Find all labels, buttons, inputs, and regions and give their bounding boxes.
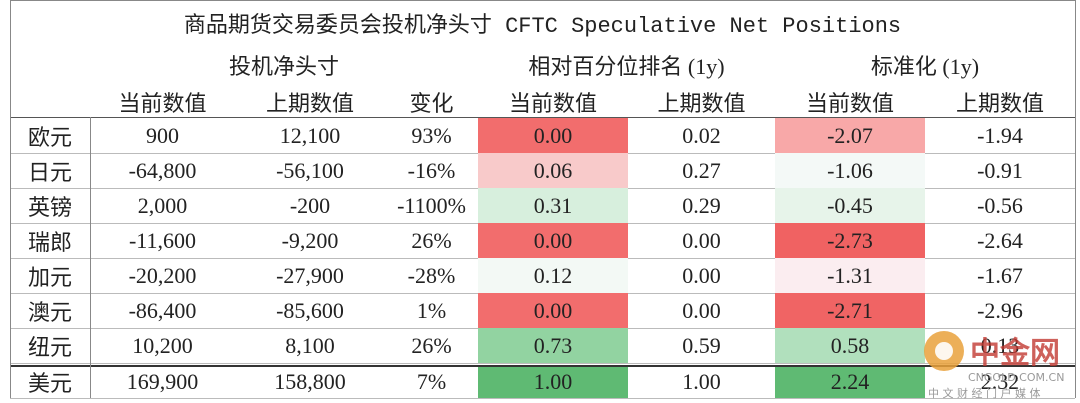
label-border bbox=[90, 117, 91, 398]
table-cell: 0.12 bbox=[478, 258, 628, 293]
table-cell: -2.71 bbox=[775, 293, 925, 328]
table-cell: 0.59 bbox=[682, 332, 721, 358]
total-rule bbox=[10, 365, 1075, 367]
table-cell: -1100% bbox=[397, 192, 466, 218]
table-cell: 0.00 bbox=[478, 118, 628, 153]
table-cell: 0.13 bbox=[980, 332, 1020, 358]
slogan: 中 文 财 经 门 户 媒 体 bbox=[928, 386, 1040, 400]
table-cell: 0.31 bbox=[478, 188, 628, 223]
table-cell: -86,400 bbox=[128, 297, 197, 323]
row-label: 加元 bbox=[27, 264, 72, 290]
table-cell: -20,200 bbox=[128, 262, 197, 288]
row-label: 瑞郎 bbox=[27, 229, 72, 255]
table-cell: -1.67 bbox=[977, 262, 1023, 288]
table-cell: 0.27 bbox=[682, 157, 721, 183]
table-cell: 0.29 bbox=[682, 192, 721, 218]
column-header: 上期数值 bbox=[657, 90, 746, 116]
row-label: 英镑 bbox=[27, 194, 72, 220]
brand: 中金网 bbox=[970, 336, 1060, 371]
table-cell: 0.00 bbox=[682, 227, 721, 253]
table-cell: 0.02 bbox=[682, 122, 721, 148]
column-header: 上期数值 bbox=[265, 90, 354, 116]
table-cell: 0.06 bbox=[478, 153, 628, 188]
row-label: 美元 bbox=[27, 371, 72, 396]
row-divider bbox=[10, 363, 1075, 364]
table-cell: 2,000 bbox=[137, 192, 188, 218]
table-cell: -0.45 bbox=[775, 188, 925, 223]
top-rule bbox=[10, 0, 1075, 1]
table-cell: -1.94 bbox=[977, 122, 1023, 148]
table-cell: 10,200 bbox=[132, 332, 193, 358]
table-cell: 1.00 bbox=[478, 366, 628, 398]
table-cell: 7% bbox=[416, 369, 447, 394]
table-cell: 0.58 bbox=[775, 328, 925, 363]
table-cell: 158,800 bbox=[274, 369, 346, 394]
table-cell: -9,200 bbox=[281, 227, 339, 253]
table-cell: -1.06 bbox=[775, 153, 925, 188]
row-divider bbox=[10, 398, 1075, 399]
table-cell: 0.73 bbox=[478, 328, 628, 363]
table-cell: 0.00 bbox=[478, 223, 628, 258]
row-label: 日元 bbox=[27, 159, 72, 185]
row-label: 欧元 bbox=[27, 124, 72, 150]
table-cell: 0.00 bbox=[682, 262, 721, 288]
table-cell: -64,800 bbox=[128, 157, 197, 183]
column-header: 当前数值 bbox=[805, 90, 894, 116]
domain: CNGOLD.COM.CN bbox=[968, 371, 1064, 384]
table-cell: 0.00 bbox=[478, 293, 628, 328]
column-header: 当前数值 bbox=[508, 90, 597, 116]
table-cell: -0.91 bbox=[977, 157, 1023, 183]
table-cell: 26% bbox=[411, 332, 452, 358]
table-cell: 26% bbox=[411, 227, 452, 253]
header-group: 相对百分位排名 (1y) bbox=[528, 54, 725, 79]
table-cell: 900 bbox=[146, 122, 179, 148]
table-cell: -200 bbox=[289, 192, 331, 218]
header-group: 投机净头寸 bbox=[228, 54, 339, 79]
table-cell: -27,900 bbox=[276, 262, 344, 288]
table-title: 商品期货交易委员会投机净头寸 CFTC Speculative Net Posi… bbox=[183, 13, 902, 39]
watermark-logo: 中金网 CNGOLD.COM.CN 中 文 财 经 门 户 媒 体 bbox=[924, 331, 1064, 400]
column-header: 上期数值 bbox=[955, 90, 1044, 116]
table-cell: -2.07 bbox=[775, 118, 925, 153]
table-cell: 1% bbox=[416, 297, 447, 323]
table-cell: -11,600 bbox=[128, 227, 196, 253]
right-border bbox=[1075, 0, 1076, 398]
row-label: 纽元 bbox=[27, 334, 72, 360]
table-cell: 2.24 bbox=[775, 366, 925, 398]
table-cell: 8,100 bbox=[285, 332, 335, 358]
header-group: 标准化 (1y) bbox=[870, 54, 980, 79]
left-border bbox=[10, 0, 11, 398]
table-cell: -1.31 bbox=[775, 258, 925, 293]
table-cell: -2.64 bbox=[977, 227, 1023, 253]
table-cell: 1.00 bbox=[682, 369, 721, 394]
table-cell: -2.96 bbox=[977, 297, 1023, 323]
column-header: 变化 bbox=[409, 90, 454, 116]
table-cell: 169,900 bbox=[126, 369, 199, 394]
table-cell: 2.32 bbox=[980, 369, 1020, 394]
table-cell: -28% bbox=[407, 262, 456, 288]
table-cell: 12,100 bbox=[279, 122, 341, 148]
table-cell: -16% bbox=[407, 157, 456, 183]
logo-inner bbox=[935, 342, 953, 360]
table-cell: 93% bbox=[411, 122, 452, 148]
table-cell: -2.73 bbox=[775, 223, 925, 258]
watermark: 中金网 CNGOLD.COM.CN 中 文 财 经 门 户 媒 体 bbox=[920, 325, 1080, 403]
header-rule bbox=[10, 117, 1075, 118]
column-header: 当前数值 bbox=[118, 90, 207, 116]
table-cell: -85,600 bbox=[276, 297, 344, 323]
table-cell: -0.56 bbox=[977, 192, 1023, 218]
table-cell: 0.00 bbox=[682, 297, 721, 323]
table-cell: -56,100 bbox=[276, 157, 344, 183]
row-label: 澳元 bbox=[27, 299, 72, 325]
